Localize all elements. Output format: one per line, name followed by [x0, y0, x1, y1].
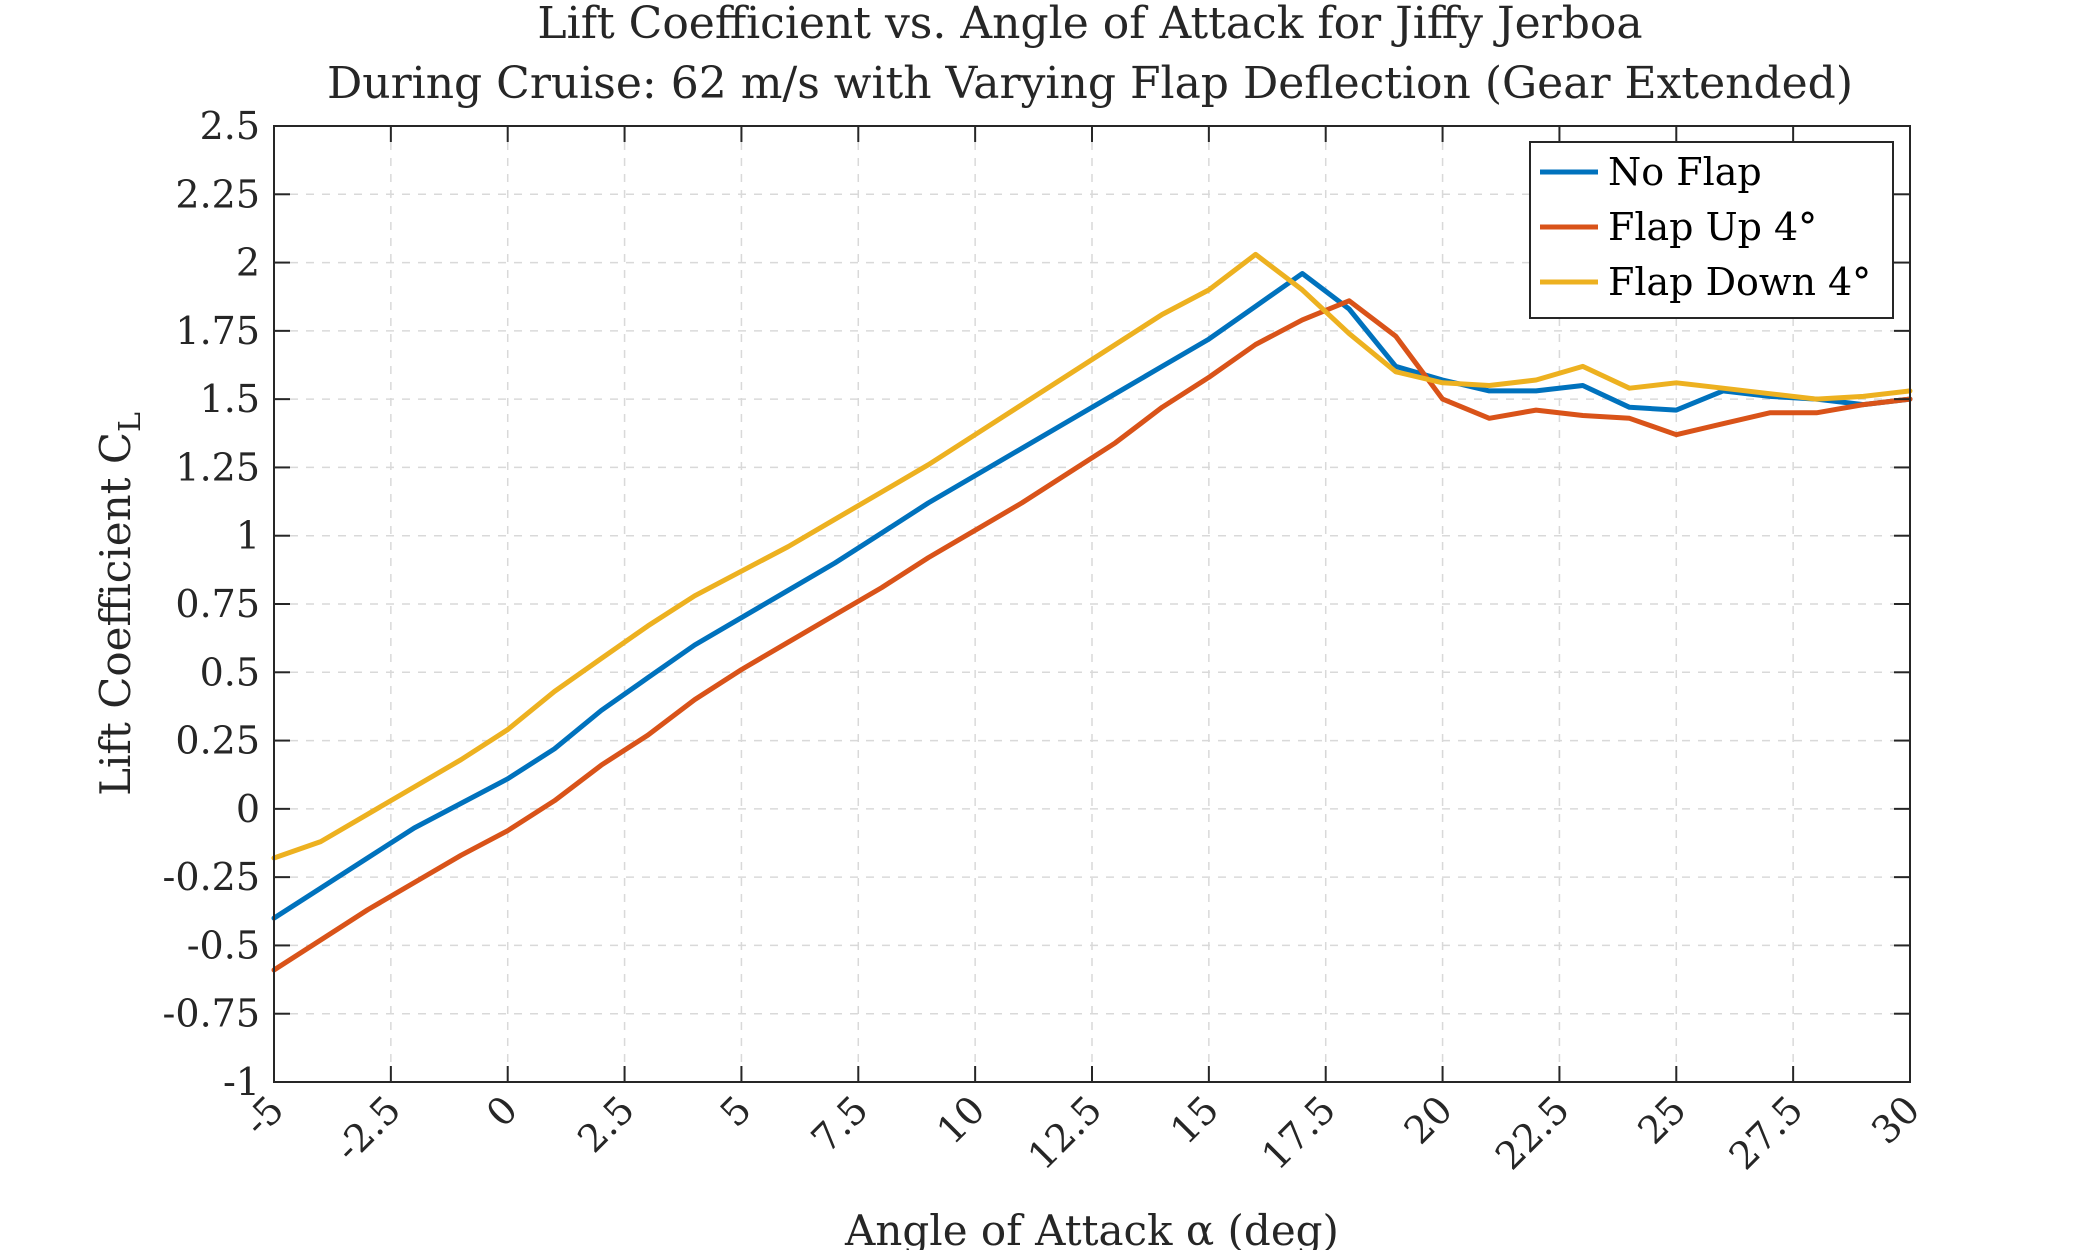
x-tick-label: 25: [1629, 1087, 1694, 1152]
x-tick-labels: -5 -2.5 0 2.5 5 7.5 10 12.5 15 17.5 20 22.5 25 27.5 30: [235, 1087, 1928, 1178]
y-tick-label: 1.25: [175, 445, 260, 489]
x-tick-label: 7.5: [803, 1087, 877, 1161]
axis-ticks: [273, 125, 1911, 1083]
x-tick-label: 15: [1162, 1087, 1227, 1152]
x-tick-label: 22.5: [1487, 1087, 1578, 1178]
series-lines: [271, 251, 1913, 973]
y-tick-label: 1.75: [175, 309, 260, 353]
y-axis-label: Lift Coefficient CL: [91, 412, 148, 796]
x-tick-label: 5: [712, 1087, 760, 1135]
x-tick-label: 2.5: [569, 1087, 643, 1161]
x-tick-label: 20: [1396, 1087, 1461, 1152]
y-tick-label: 2.5: [200, 104, 260, 148]
y-tick-label: 0.5: [200, 650, 260, 694]
y-axis-label-main: Lift Coefficient C: [91, 432, 140, 796]
series-line-1: [271, 298, 1913, 973]
series-line-0: [271, 271, 1913, 921]
y-axis-label-subscript: L: [113, 412, 148, 432]
x-axis-label: Angle of Attack α (deg): [844, 1206, 1339, 1250]
series-line-2: [271, 251, 1913, 861]
chart-subtitle: During Cruise: 62 m/s with Varying Flap …: [327, 58, 1853, 109]
y-tick-label: 1.5: [200, 377, 260, 421]
y-tick-label: -0.75: [163, 992, 260, 1036]
y-tick-label: 2: [236, 241, 260, 285]
y-tick-label: 0.25: [175, 719, 260, 763]
y-tick-label: 0: [236, 787, 260, 831]
y-tick-labels: -1 -0.75 -0.5 -0.25 0 0.25 0.5 0.75 1 1.25 1.5 1.75…: [163, 104, 260, 1104]
x-tick-label: -2.5: [326, 1087, 409, 1170]
legend-label-0: No Flap: [1608, 150, 1762, 194]
x-tick-label: 10: [928, 1087, 993, 1152]
y-tick-label: 1: [236, 514, 260, 558]
y-tick-label: 2.25: [175, 172, 260, 216]
legend-label-2: Flap Down 4°: [1608, 260, 1871, 304]
x-tick-label: 30: [1863, 1087, 1928, 1152]
y-tick-label: 0.75: [175, 582, 260, 626]
y-tick-label: -0.25: [163, 855, 260, 899]
y-tick-label: -1: [223, 1060, 260, 1104]
legend-label-1: Flap Up 4°: [1608, 205, 1817, 249]
x-tick-label: 12.5: [1019, 1087, 1110, 1178]
x-tick-label: 17.5: [1253, 1087, 1344, 1178]
legend: No Flap Flap Up 4° Flap Down 4°: [1529, 141, 1894, 319]
x-tick-label: 27.5: [1721, 1087, 1812, 1178]
chart-title: Lift Coefficient vs. Angle of Attack for…: [537, 0, 1642, 49]
x-tick-label: 0: [478, 1087, 526, 1135]
y-tick-label: -0.5: [187, 923, 260, 967]
